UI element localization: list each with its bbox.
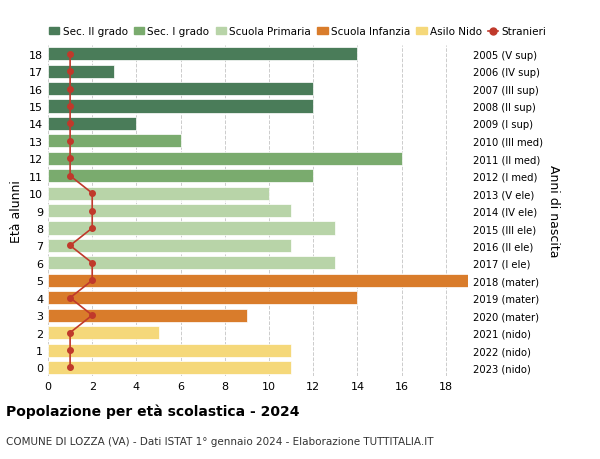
Bar	[48, 187, 269, 200]
Y-axis label: Età alunni: Età alunni	[10, 180, 23, 242]
Bar	[48, 222, 335, 235]
Legend: Sec. II grado, Sec. I grado, Scuola Primaria, Scuola Infanzia, Asilo Nido, Stran: Sec. II grado, Sec. I grado, Scuola Prim…	[49, 28, 547, 37]
Bar	[48, 100, 313, 113]
Bar	[48, 83, 313, 96]
Bar	[48, 240, 291, 252]
Bar	[48, 361, 291, 374]
Bar	[48, 274, 468, 287]
Bar	[48, 309, 247, 322]
Text: Popolazione per età scolastica - 2024: Popolazione per età scolastica - 2024	[6, 404, 299, 419]
Bar	[48, 118, 136, 131]
Bar	[48, 344, 291, 357]
Bar	[48, 257, 335, 270]
Bar	[48, 152, 401, 166]
Bar	[48, 66, 115, 78]
Text: COMUNE DI LOZZA (VA) - Dati ISTAT 1° gennaio 2024 - Elaborazione TUTTITALIA.IT: COMUNE DI LOZZA (VA) - Dati ISTAT 1° gen…	[6, 436, 433, 446]
Bar	[48, 205, 291, 218]
Bar	[48, 170, 313, 183]
Bar	[48, 48, 358, 61]
Bar	[48, 135, 181, 148]
Y-axis label: Anni di nascita: Anni di nascita	[547, 165, 560, 257]
Bar	[48, 326, 158, 339]
Bar	[48, 291, 358, 305]
